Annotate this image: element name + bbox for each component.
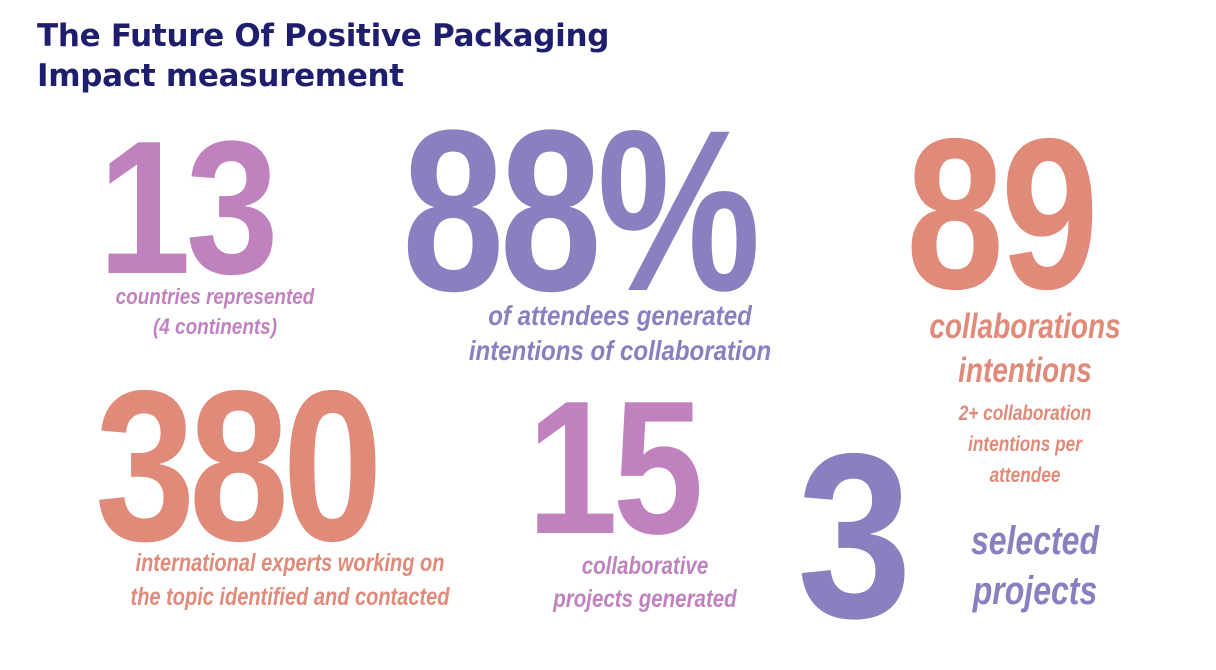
- stat-countries-value: 13: [98, 102, 279, 314]
- title-line-2: Impact measurement: [37, 58, 404, 94]
- stat-projects-value: 15: [527, 362, 704, 574]
- stat-collaborations-subcaption: 2+ collaboration intentions per attendee: [935, 398, 1115, 491]
- stat-countries-caption: countries represented (4 continents): [103, 282, 327, 342]
- stat-countries-caption-line-2: (4 continents): [152, 314, 278, 339]
- stat-projects-caption-line-1: collaborative: [581, 552, 709, 580]
- stat-attendees-caption: of attendees generated intentions of col…: [448, 298, 792, 368]
- stat-collaborations-value: 89: [906, 93, 1099, 334]
- stat-selected-caption: selected projects: [955, 516, 1115, 616]
- stat-collaborations-caption-line-1: collaborations: [929, 307, 1121, 346]
- stat-countries-caption-line-1: countries represented: [115, 284, 315, 309]
- stat-collaborations-subcaption-line-3: attendee: [989, 464, 1061, 487]
- stat-experts-caption-line-2: the topic identified and contacted: [130, 583, 450, 611]
- stat-projects-caption: collaborative projects generated: [551, 550, 740, 616]
- stat-attendees-caption-line-1: of attendees generated: [488, 300, 752, 331]
- title-line-1: The Future Of Positive Packaging: [37, 18, 610, 54]
- stat-selected-caption-line-1: selected: [970, 519, 1100, 563]
- stat-collaborations-subcaption-line-1: 2+ collaboration: [958, 402, 1092, 425]
- stat-attendees-value: 88%: [402, 82, 761, 339]
- stat-experts-caption: international experts working on the top…: [122, 546, 458, 614]
- stat-collaborations-caption: collaborations intentions: [909, 305, 1141, 393]
- stat-selected-caption-line-2: projects: [972, 569, 1098, 613]
- page-title: The Future Of Positive Packaging Impact …: [37, 16, 609, 96]
- stat-collaborations-subcaption-line-2: intentions per: [968, 433, 1082, 456]
- stat-selected-value: 3: [797, 404, 913, 667]
- stat-experts-value: 380: [95, 345, 383, 586]
- stat-collaborations-caption-line-2: intentions: [958, 351, 1092, 390]
- stat-attendees-caption-line-2: intentions of collaboration: [468, 335, 772, 366]
- stat-projects-caption-line-2: projects generated: [553, 585, 737, 613]
- stat-experts-caption-line-1: international experts working on: [135, 549, 445, 577]
